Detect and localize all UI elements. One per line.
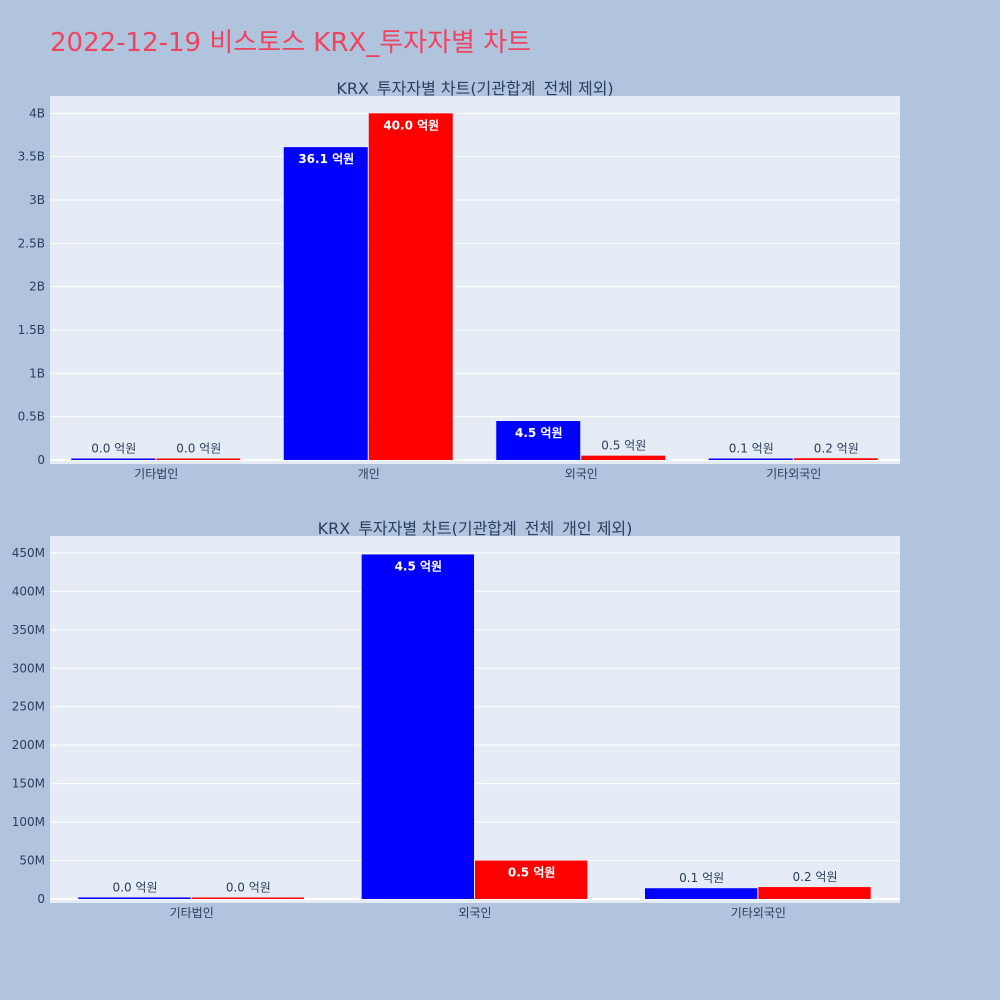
bar-data-label: 0.1 억원 <box>679 871 724 885</box>
x-tick-label: 외국인 <box>458 906 491 920</box>
page-title: 2022-12-19 비스토스 KRX_투자자별 차트 <box>50 28 532 58</box>
chart-subtitle: KRX_투자자별 차트(기관합계_전체 제외) <box>336 79 613 99</box>
bar-data-label: 0.2 억원 <box>793 870 838 884</box>
bar-series-a <box>496 421 581 460</box>
bar-data-label: 0.1 억원 <box>729 442 774 456</box>
y-tick-label: 1B <box>29 366 45 380</box>
x-tick-label: 기타법인 <box>134 467 178 481</box>
bar-series-b <box>368 113 453 461</box>
y-tick-label: 2.5B <box>18 236 45 250</box>
y-tick-label: 100M <box>12 815 45 829</box>
y-tick-label: 0.5B <box>18 410 45 424</box>
bar-series-b <box>758 887 871 899</box>
y-tick-label: 0 <box>37 453 45 467</box>
bar-data-label: 0.0 억원 <box>176 442 221 456</box>
chart-investor-excl-individual: KRX_투자자별 차트(기관합계_전체_개인 제외) 0 50M 100M 150M 20… <box>12 519 900 920</box>
y-tick-label: 450M <box>12 546 45 560</box>
x-tick-label: 기타법인 <box>170 906 214 920</box>
y-tick-label: 350M <box>12 623 45 637</box>
bar-data-label: 40.0 억원 <box>383 118 439 132</box>
bar-series-b <box>475 860 588 899</box>
bar-series-b <box>191 897 304 899</box>
chart-investor-all: KRX_투자자별 차트(기관합계_전체 제외) 0 0.5B 1B 1.5B 2B 2.5B… <box>18 79 900 481</box>
y-tick-label: 4B <box>29 106 45 120</box>
bar-data-label: 0.0 억원 <box>113 880 158 894</box>
y-tick-label: 50M <box>19 854 45 868</box>
bar-data-label: 4.5 억원 <box>395 559 443 573</box>
bar-data-label: 0.5 억원 <box>601 439 646 453</box>
bar-data-label: 4.5 억원 <box>515 426 563 440</box>
y-tick-label: 2B <box>29 280 45 294</box>
bar-series-b <box>581 455 666 460</box>
bar-series-a <box>71 458 156 460</box>
y-tick-label: 250M <box>12 700 45 714</box>
bar-data-label: 0.0 억원 <box>91 442 136 456</box>
bar-data-label: 0.0 억원 <box>226 881 271 895</box>
plot-area <box>50 536 900 903</box>
y-tick-label: 150M <box>12 777 45 791</box>
y-tick-label: 0 <box>37 892 45 906</box>
bar-series-b <box>793 458 878 460</box>
bar-series-b <box>156 458 241 460</box>
y-tick-label: 3B <box>29 193 45 207</box>
bar-data-label: 0.2 억원 <box>814 441 859 455</box>
y-tick-label: 300M <box>12 661 45 675</box>
bar-series-a <box>361 554 474 899</box>
bar-series-a <box>645 888 758 899</box>
bar-data-label: 36.1 억원 <box>298 152 354 166</box>
plot-area <box>50 96 900 464</box>
bar-series-a <box>283 147 368 460</box>
bar-series-a <box>708 458 793 460</box>
x-tick-label: 외국인 <box>565 467 598 481</box>
x-tick-label: 개인 <box>358 467 380 481</box>
bar-data-label: 0.5 억원 <box>508 866 556 880</box>
y-tick-label: 1.5B <box>18 323 45 337</box>
y-tick-label: 200M <box>12 738 45 752</box>
y-tick-label: 3.5B <box>18 150 45 164</box>
x-tick-label: 기타외국인 <box>731 906 786 920</box>
x-tick-label: 기타외국인 <box>766 467 821 481</box>
chart-subtitle: KRX_투자자별 차트(기관합계_전체_개인 제외) <box>318 519 633 539</box>
bar-series-a <box>78 897 191 899</box>
y-tick-label: 400M <box>12 584 45 598</box>
